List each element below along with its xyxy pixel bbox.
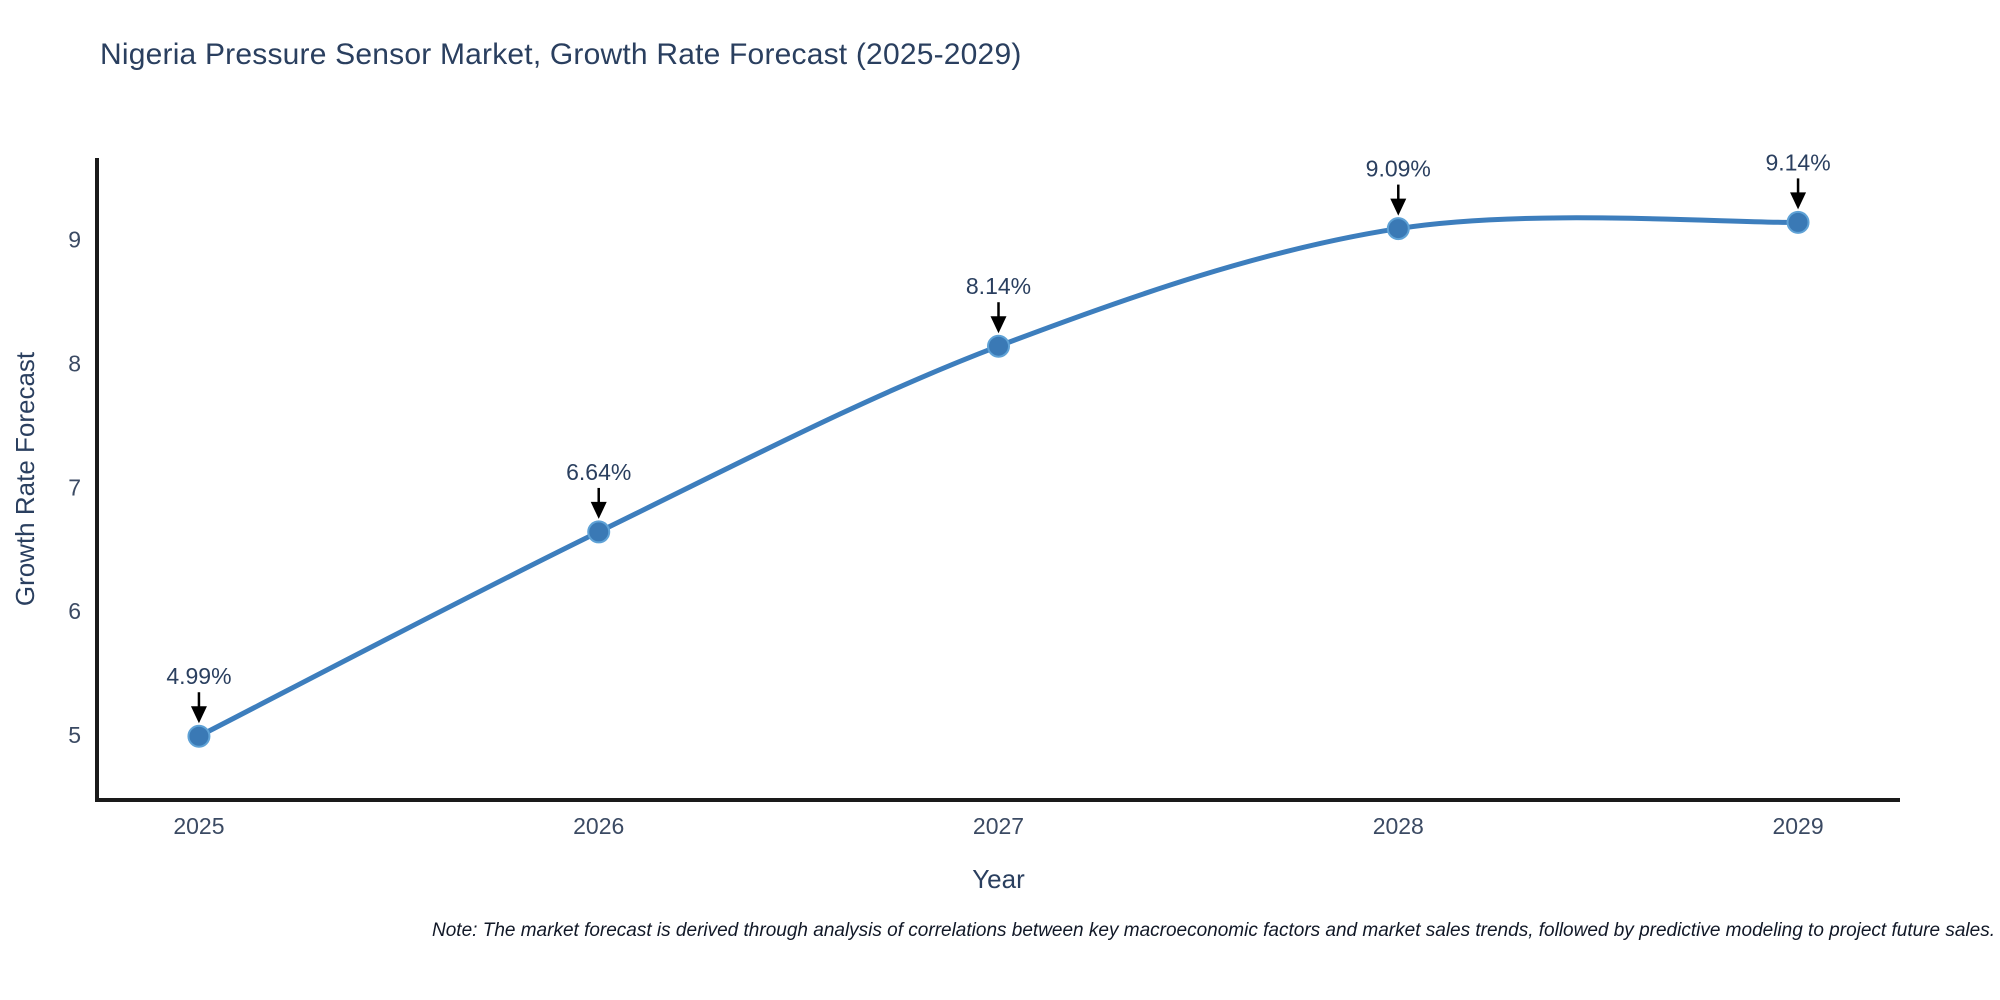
data-point-marker <box>1386 217 1410 241</box>
chart-footnote: Note: The market forecast is derived thr… <box>432 920 1995 941</box>
y-tick-label: 7 <box>68 474 81 500</box>
annotation-arrowhead <box>990 316 1007 334</box>
x-tick-label: 2029 <box>1772 813 1823 839</box>
annotation-label: 8.14% <box>966 273 1031 299</box>
x-axis-title: Year <box>972 864 1025 894</box>
chart-title: Nigeria Pressure Sensor Market, Growth R… <box>100 38 1022 71</box>
x-tick-label: 2028 <box>1373 813 1424 839</box>
data-point-marker <box>587 520 611 544</box>
x-tick-label: 2026 <box>573 813 624 839</box>
y-tick-label: 8 <box>68 351 81 377</box>
annotation-label: 6.64% <box>566 459 631 485</box>
y-tick-label: 5 <box>68 722 81 748</box>
x-tick-label: 2025 <box>173 813 224 839</box>
data-point-marker <box>187 724 211 748</box>
y-axis-title: Growth Rate Forecast <box>10 351 40 606</box>
data-point-marker <box>987 334 1010 358</box>
annotation-arrowhead <box>1790 192 1807 210</box>
data-point-marker <box>1786 210 1810 234</box>
annotation-label: 9.09% <box>1366 156 1431 182</box>
annotation-label: 4.99% <box>166 663 231 689</box>
annotation-arrowhead <box>1390 198 1407 216</box>
y-tick-label: 6 <box>68 598 81 624</box>
y-tick-label: 9 <box>68 227 81 253</box>
x-tick-label: 2027 <box>973 813 1024 839</box>
annotation-arrowhead <box>590 501 607 519</box>
annotation-arrowhead <box>190 706 207 724</box>
annotation-label: 9.14% <box>1765 149 1830 175</box>
